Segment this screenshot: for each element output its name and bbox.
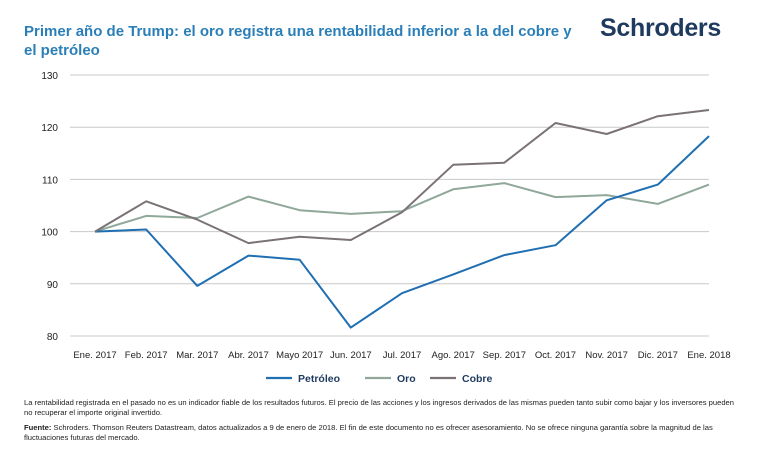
x-tick-label: Sep. 2017 — [483, 350, 526, 361]
series-line-oro — [94, 182, 710, 233]
series-line-petróleo — [94, 135, 710, 329]
disclaimer-text: La rentabilidad registrada en el pasado … — [24, 398, 735, 417]
x-tick-label: Jun. 2017 — [330, 350, 372, 361]
x-tick-label: Oct. 2017 — [535, 350, 576, 361]
y-tick-label: 80 — [47, 332, 59, 343]
source-note: Fuente: Schroders. Thomson Reuters Datas… — [24, 423, 744, 443]
y-tick-label: 120 — [41, 123, 58, 134]
x-tick-label: Abr. 2017 — [228, 350, 269, 361]
legend-label: Cobre — [462, 373, 492, 385]
x-tick-label: Ene. 2017 — [73, 350, 116, 361]
legend-label: Petróleo — [298, 373, 340, 385]
chart-title: Primer año de Trump: el oro registra una… — [24, 23, 572, 59]
x-tick-label: Nov. 2017 — [585, 350, 628, 361]
x-tick-label: Mayo 2017 — [276, 350, 323, 361]
x-tick-label: Ene. 2018 — [687, 350, 730, 361]
source-text: Schroders. Thomson Reuters Datastream, d… — [24, 423, 713, 442]
x-tick-label: Feb. 2017 — [125, 350, 168, 361]
series-line-cobre — [94, 109, 710, 245]
y-tick-label: 110 — [42, 175, 58, 186]
schroders-logo: Schroders — [600, 14, 721, 42]
legend-label: Oro — [397, 373, 416, 385]
y-tick-label: 100 — [41, 228, 58, 239]
x-tick-label: Jul. 2017 — [383, 350, 422, 361]
y-tick-label: 90 — [47, 280, 59, 291]
x-tick-label: Mar. 2017 — [176, 350, 218, 361]
x-tick-label: Ago. 2017 — [432, 350, 475, 361]
y-tick-label: 130 — [41, 71, 58, 82]
source-label: Fuente: — [24, 423, 52, 432]
x-tick-label: Dic. 2017 — [638, 350, 678, 361]
